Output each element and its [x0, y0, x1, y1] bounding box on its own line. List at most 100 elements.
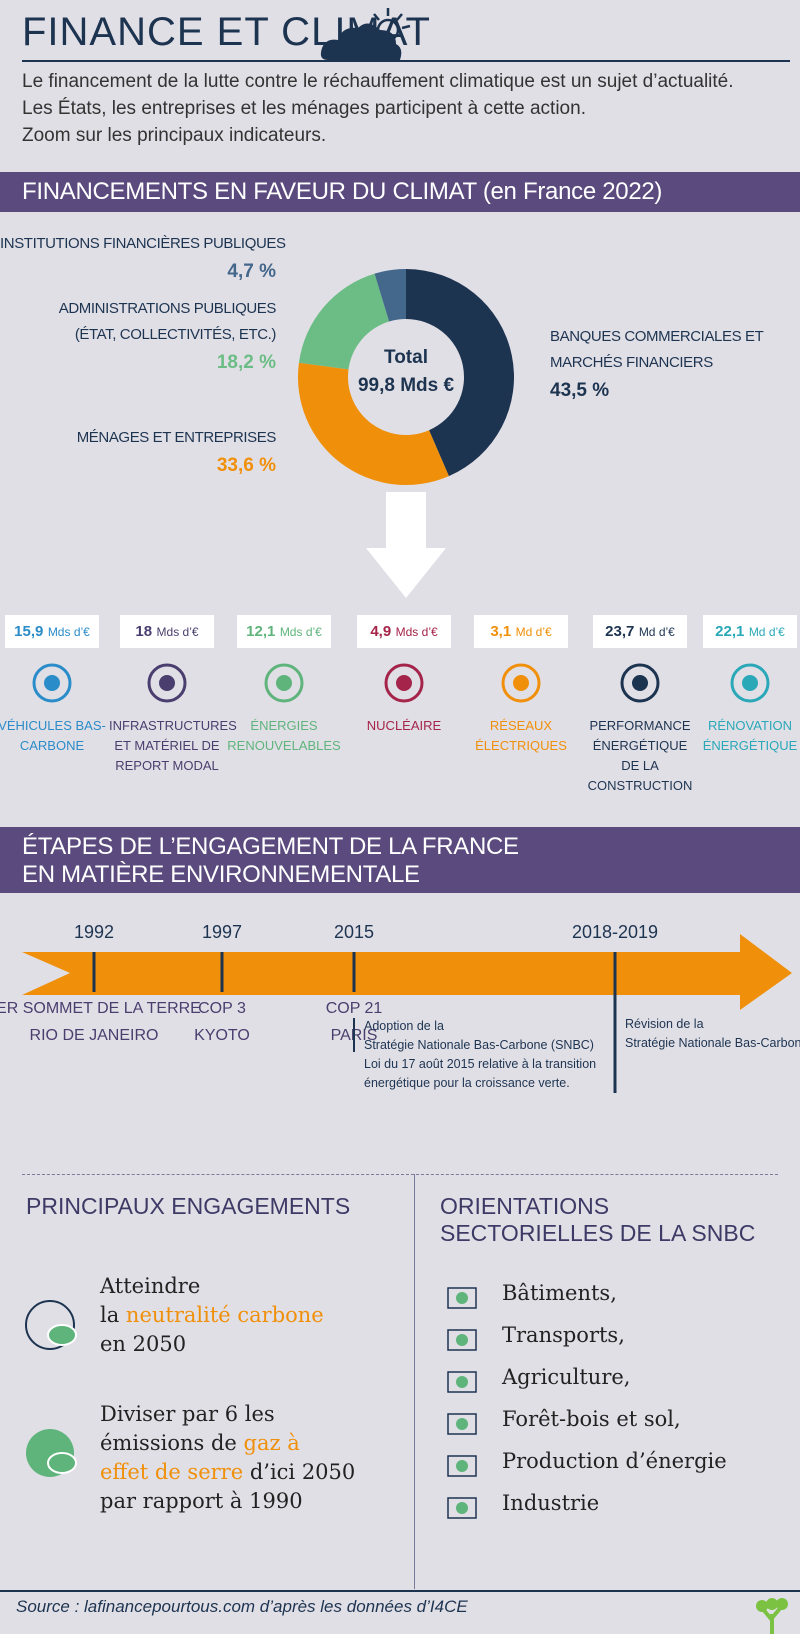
donut-total-label: Total: [384, 347, 428, 368]
amount: 12,1: [246, 623, 276, 640]
divider: [414, 1174, 415, 1589]
icon-shape: [632, 675, 648, 691]
amount-card: 4,9 Mds d’€: [357, 615, 451, 648]
highlight: neutralité carbone: [125, 1303, 324, 1327]
text-part: émissions de: [100, 1431, 244, 1455]
sector-icon: [264, 663, 304, 703]
orientation-icon: [447, 1371, 477, 1393]
highlight: gaz à: [243, 1431, 300, 1455]
event-label: KYOTO: [194, 1027, 250, 1044]
sector-icon: [147, 663, 187, 703]
sector-label: INFRASTRUCTURES ET MATÉRIEL DE REPORT MO…: [109, 718, 237, 773]
banner-line: EN MATIÈRE ENVIRONNEMENTALE: [22, 861, 420, 888]
title-rule: [22, 60, 790, 62]
section-banner: ÉTAPES DE L’ENGAGEMENT DE LA FRANCE EN M…: [0, 827, 800, 893]
sector-label: VÉHICULES BAS-CARBONE: [0, 718, 106, 753]
unit: Mds d’€: [156, 625, 199, 639]
sector-label: PERFORMANCE ÉNERGÉTIQUE DE LA CONSTRUCTI…: [587, 718, 693, 793]
category-label: MÉNAGES ET ENTREPRISES: [76, 429, 277, 446]
amount-card: 3,1 Md d’€: [474, 615, 568, 648]
text-line: par rapport à 1990: [100, 1487, 355, 1516]
section-title: ORIENTATIONS SECTORIELLES DE LA SNBC: [440, 1193, 756, 1246]
amount-card: 15,9 Mds d’€: [5, 615, 99, 648]
text-part: la: [100, 1303, 126, 1327]
engagement-icon: [26, 1429, 77, 1477]
event-label: RIO DE JANEIRO: [30, 1027, 159, 1044]
orientation-icon: [447, 1455, 477, 1477]
orientation: Production d’énergie: [502, 1449, 727, 1473]
icon-shape: [447, 1371, 477, 1393]
icon-shape: [447, 1329, 477, 1351]
amount: 15,9: [14, 623, 44, 640]
unit: Mds d’€: [279, 625, 322, 639]
sector-icon: [501, 663, 541, 703]
engagement-text: Diviser par 6 les émissions de gaz à effet…: [100, 1400, 355, 1516]
year: 1997: [202, 922, 242, 942]
intro: Le financement de la lutte contre le réc…: [22, 68, 734, 149]
orientation-icon: [447, 1329, 477, 1351]
icon-shape: [32, 663, 72, 703]
unit: Mds d’€: [47, 625, 90, 639]
orientation-icon: [447, 1497, 477, 1519]
sector-label: RÉSEAUX ÉLECTRIQUES: [475, 718, 567, 753]
sector-label: RÉNOVATION ÉNERGÉTIQUE: [702, 718, 798, 753]
event-note: Stratégie Nationale Bas-Carbone: [625, 1036, 800, 1050]
footer-rule: [0, 1590, 800, 1592]
icon-shape: [147, 663, 187, 703]
donut-slice: [406, 269, 515, 477]
value-label: 4,7 %: [227, 261, 276, 282]
icon-shape: [501, 663, 541, 703]
donut-total-value: 99,8 Mds €: [358, 375, 455, 396]
amount-card: 23,7 Md d’€: [593, 615, 687, 648]
amount: 4,9: [370, 623, 392, 640]
icon-shape: [456, 1502, 468, 1514]
highlight: effet de serre: [100, 1460, 244, 1484]
value-label: 33,6 %: [216, 455, 276, 476]
orientation: Transports,: [502, 1323, 625, 1347]
icon-shape: [447, 1413, 477, 1435]
unit: Md d’€: [515, 625, 552, 639]
donut-label: ADMINISTRATIONS PUBLIQUES (ÉTAT, COLLECT…: [6, 296, 277, 378]
icon-shape: [447, 1497, 477, 1519]
amount-card: 22,1 Md d’€: [703, 615, 797, 648]
unit: Md d’€: [638, 625, 675, 639]
text-part: d’ici 2050: [243, 1460, 356, 1484]
unit: Md d’€: [748, 625, 785, 639]
year: 2015: [334, 922, 374, 942]
amount-card: 12,1 Mds d’€: [237, 615, 331, 648]
icon-shape: [513, 675, 529, 691]
intro-line: Le financement de la lutte contre le réc…: [22, 71, 734, 92]
amount: 18: [135, 623, 153, 640]
event-note: Stratégie Nationale Bas-Carbone (SNBC): [364, 1038, 594, 1052]
donut-slice: [298, 362, 449, 485]
icon-shape: [447, 1287, 477, 1309]
banner-line: ÉTAPES DE L’ENGAGEMENT DE LA FRANCE: [22, 833, 519, 860]
icon-shape: [159, 675, 175, 691]
icon-shape: [456, 1418, 468, 1430]
year: 1992: [74, 922, 114, 942]
donut-label: MÉNAGES ET ENTREPRISES 33,6 %: [6, 425, 277, 481]
sector-icon: [620, 663, 660, 703]
timeline-arrow: [22, 934, 792, 1010]
text-line: émissions de gaz à: [100, 1429, 355, 1458]
engagement-icon: [25, 1300, 77, 1350]
year: 2018-2019: [572, 922, 658, 942]
icon-shape: [47, 1324, 77, 1346]
icon-shape: [456, 1460, 468, 1472]
orientation-icon: [447, 1413, 477, 1435]
icon-shape: [456, 1376, 468, 1388]
event-label: COP 21: [326, 1000, 383, 1017]
amount: 22,1: [715, 623, 745, 640]
text-line: Diviser par 6 les: [100, 1400, 355, 1429]
sector-icon: [730, 663, 770, 703]
orientation-icon: [447, 1287, 477, 1309]
text-line: en 2050: [100, 1330, 324, 1359]
icon-shape: [396, 675, 412, 691]
text-part: Atteindre: [100, 1274, 201, 1298]
amount: 3,1: [490, 623, 512, 640]
icon-shape: [456, 1292, 468, 1304]
intro-line: Zoom sur les principaux indicateurs.: [22, 125, 327, 146]
engagement-text: Atteindre la neutralité carbone en 2050: [100, 1272, 324, 1359]
unit: Mds d’€: [395, 625, 438, 639]
